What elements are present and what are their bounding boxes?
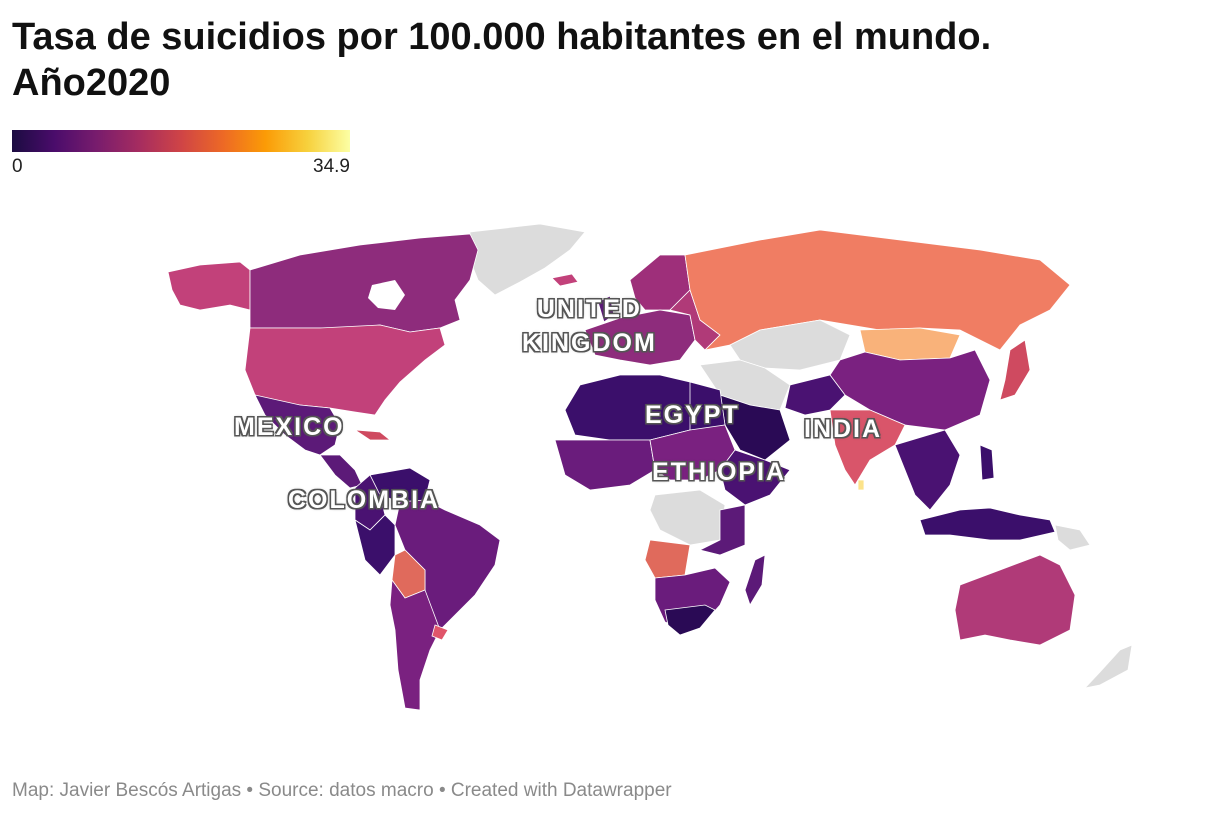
country-mexico[interactable] [254, 394, 341, 456]
title-line-1: Tasa de suicidios por 100.000 habitantes… [12, 16, 992, 58]
country-western-europe[interactable] [584, 309, 696, 366]
country-drc[interactable] [649, 489, 726, 546]
label-ethiopia: ETHIOPIA [652, 458, 787, 486]
legend-max-label: 34.9 [313, 156, 350, 177]
world-map-svg [167, 223, 1133, 711]
label-united-kingdom: UNITED KINGDOM [522, 292, 657, 360]
country-papua[interactable] [1054, 524, 1091, 551]
footer-credits: Map: Javier Bescós Artigas • Source: dat… [12, 780, 672, 801]
country-peru[interactable] [354, 514, 396, 576]
country-russia[interactable] [684, 229, 1071, 351]
label-india: INDIA [804, 415, 883, 443]
country-east-africa[interactable] [698, 504, 746, 556]
country-japan[interactable] [999, 339, 1031, 401]
world-map: UNITED KINGDOM EGYPT INDIA MEXICO ETHIOP… [0, 210, 1220, 730]
country-uruguay[interactable] [431, 624, 449, 641]
country-canada[interactable] [249, 233, 479, 333]
label-uk-line-1: UNITED [536, 295, 642, 323]
country-ethiopia[interactable] [719, 449, 791, 506]
country-angola[interactable] [644, 539, 691, 579]
country-saudi-arabia[interactable] [719, 394, 791, 461]
country-indonesia[interactable] [919, 507, 1056, 541]
label-mexico: MEXICO [234, 413, 345, 441]
country-australia[interactable] [954, 554, 1076, 646]
legend-gradient-bar [12, 130, 350, 152]
country-cuba[interactable] [353, 429, 392, 441]
hudson-bay [368, 280, 405, 310]
country-madagascar[interactable] [744, 554, 766, 606]
country-west-africa[interactable] [554, 439, 656, 491]
country-iceland[interactable] [551, 273, 579, 287]
country-alaska[interactable] [167, 261, 251, 311]
legend-labels: 0 34.9 [12, 156, 350, 178]
country-india[interactable] [829, 409, 906, 486]
country-philippines[interactable] [979, 444, 995, 481]
title-line-2: Año2020 [12, 62, 171, 104]
country-sri-lanka[interactable] [857, 479, 865, 491]
country-argentina[interactable] [389, 578, 441, 711]
label-uk-line-2: KINGDOM [522, 329, 657, 357]
country-new-zealand[interactable] [1083, 644, 1133, 689]
label-colombia: COLOMBIA [288, 486, 441, 514]
color-legend: 0 34.9 [12, 130, 350, 178]
country-south-africa[interactable] [664, 604, 716, 636]
country-southeast-asia[interactable] [894, 429, 961, 511]
legend-min-label: 0 [12, 156, 23, 177]
chart-title: Tasa de suicidios por 100.000 habitantes… [12, 14, 1192, 106]
country-greenland[interactable] [469, 223, 586, 296]
label-egypt: EGYPT [645, 401, 740, 429]
country-uk[interactable] [597, 295, 615, 323]
